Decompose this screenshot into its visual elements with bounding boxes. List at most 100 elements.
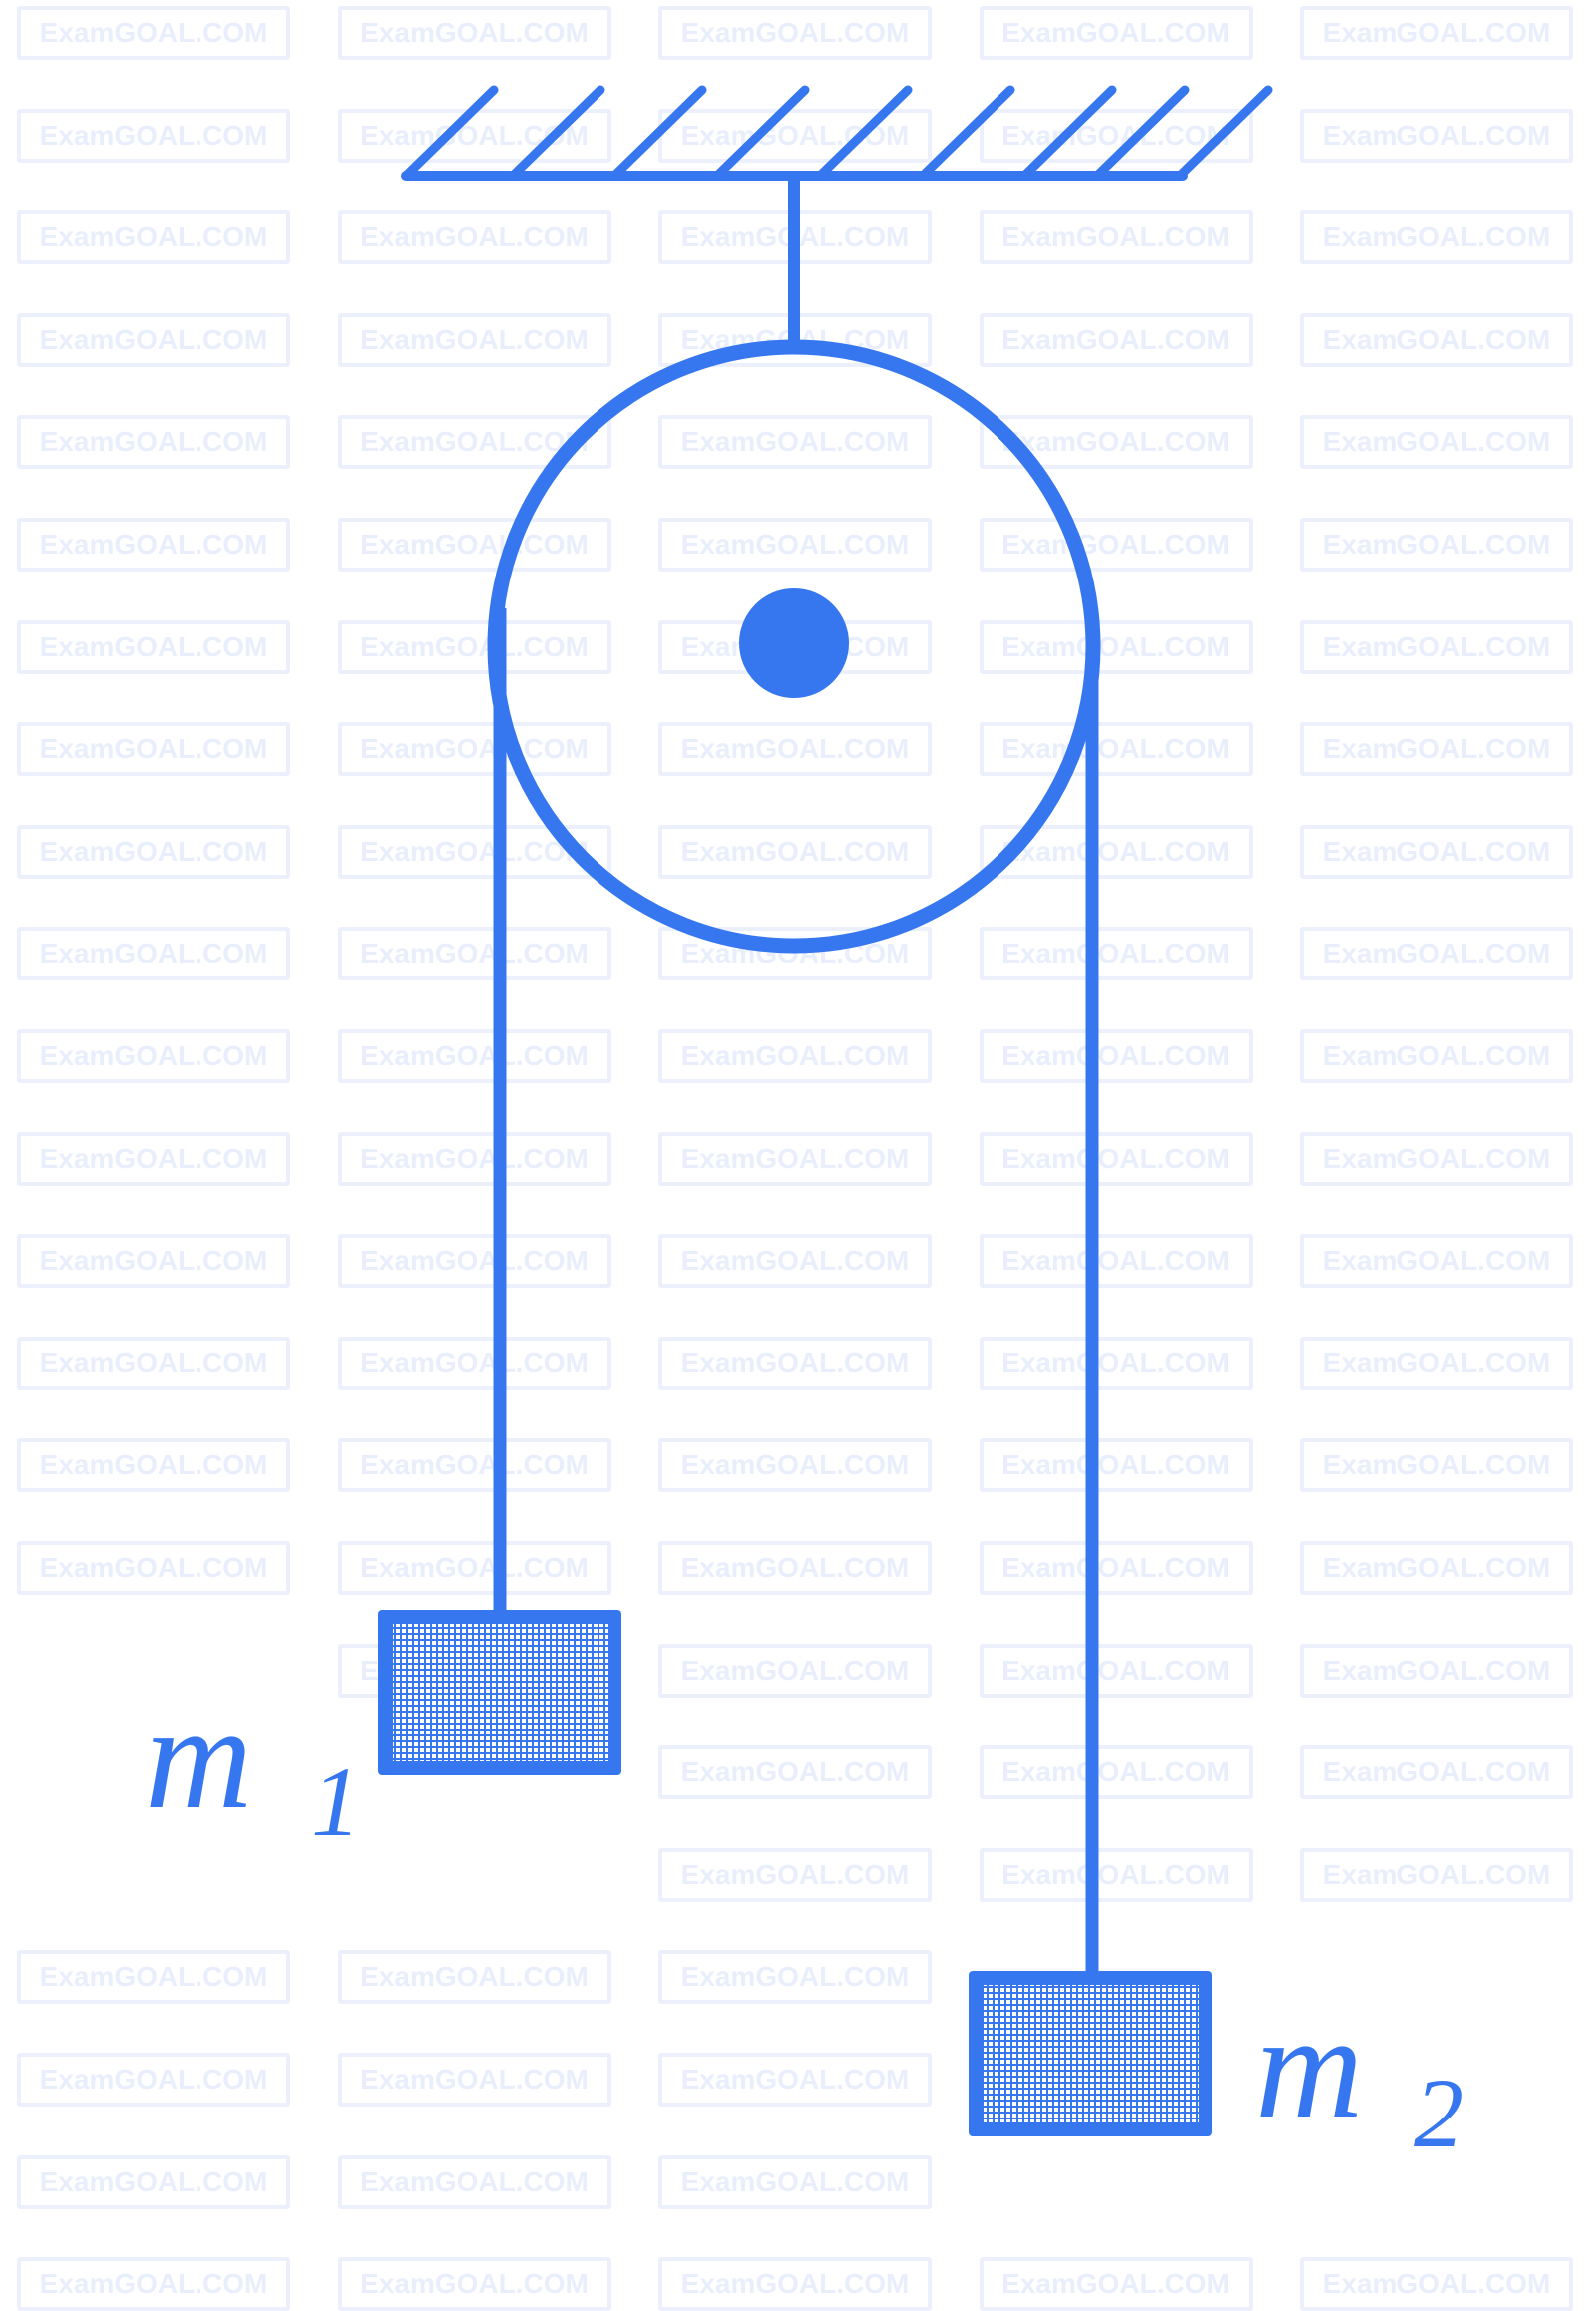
watermark-text: ExamGOAL.COM <box>1300 108 1573 163</box>
watermark-text: ExamGOAL.COM <box>337 6 611 60</box>
watermark-text: ExamGOAL.COM <box>1300 1745 1573 1800</box>
watermark-text: ExamGOAL.COM <box>1300 1847 1573 1902</box>
watermark-text: ExamGOAL.COM <box>337 1234 611 1289</box>
ceiling-support <box>401 85 1273 181</box>
watermark-text: ExamGOAL.COM <box>337 1950 611 2005</box>
watermark-text: ExamGOAL.COM <box>17 2154 290 2209</box>
watermark-text: ExamGOAL.COM <box>979 312 1253 367</box>
watermark-text: ExamGOAL.COM <box>658 1950 932 2005</box>
watermark-text: ExamGOAL.COM <box>658 1541 932 1595</box>
watermark-text: ExamGOAL.COM <box>1300 1029 1573 1083</box>
watermark-text: ExamGOAL.COM <box>1300 1438 1573 1493</box>
hatch-line <box>1175 85 1273 181</box>
watermark-text: ExamGOAL.COM <box>17 2053 290 2107</box>
watermark-text: ExamGOAL.COM <box>1300 210 1573 265</box>
watermark-text: ExamGOAL.COM <box>658 6 932 60</box>
watermark-text: ExamGOAL.COM <box>1300 1541 1573 1595</box>
watermark-text: ExamGOAL.COM <box>17 1029 290 1083</box>
hatch-line <box>712 85 810 181</box>
watermark-text: ExamGOAL.COM <box>1300 312 1573 367</box>
watermark-text: ExamGOAL.COM <box>17 1131 290 1186</box>
watermark-text: ExamGOAL.COM <box>17 619 290 674</box>
watermark-text: ExamGOAL.COM <box>658 722 932 777</box>
watermark-text: ExamGOAL.COM <box>979 1234 1253 1289</box>
watermark-text: ExamGOAL.COM <box>337 1438 611 1493</box>
watermark-text: ExamGOAL.COM <box>337 1029 611 1083</box>
watermark-text: ExamGOAL.COM <box>17 108 290 163</box>
watermark-text: ExamGOAL.COM <box>979 1643 1253 1698</box>
watermark-text: ExamGOAL.COM <box>1300 1131 1573 1186</box>
watermark-text: ExamGOAL.COM <box>337 927 611 981</box>
watermark-text: ExamGOAL.COM <box>658 1131 932 1186</box>
watermark-text: ExamGOAL.COM <box>658 2154 932 2209</box>
watermark-text: ExamGOAL.COM <box>979 927 1253 981</box>
watermark-text: ExamGOAL.COM <box>658 518 932 572</box>
watermark-text: ExamGOAL.COM <box>337 1541 611 1595</box>
watermark-text: ExamGOAL.COM <box>979 619 1253 674</box>
watermark-text: ExamGOAL.COM <box>979 824 1253 879</box>
watermark-text: ExamGOAL.COM <box>337 210 611 265</box>
watermark-text: ExamGOAL.COM <box>979 415 1253 470</box>
watermark-text: ExamGOAL.COM <box>979 1745 1253 1800</box>
watermark-text: ExamGOAL.COM <box>979 1336 1253 1390</box>
watermark-text: ExamGOAL.COM <box>17 518 290 572</box>
watermark-text: ExamGOAL.COM <box>658 1029 932 1083</box>
watermark-text: ExamGOAL.COM <box>979 210 1253 265</box>
watermark-text: ExamGOAL.COM <box>1300 1336 1573 1390</box>
label-m2-subscript: 2 <box>1414 2058 1464 2168</box>
watermark-text: ExamGOAL.COM <box>658 1336 932 1390</box>
block-m1 <box>378 1610 621 1775</box>
watermark-text: ExamGOAL.COM <box>979 1541 1253 1595</box>
watermark-text: ExamGOAL.COM <box>17 1336 290 1390</box>
hatch-line <box>918 85 1015 181</box>
watermark-text: ExamGOAL.COM <box>658 1847 932 1902</box>
watermark-text: ExamGOAL.COM <box>658 2053 932 2107</box>
watermark-text: ExamGOAL.COM <box>658 1438 932 1493</box>
watermark-text: ExamGOAL.COM <box>1300 1643 1573 1698</box>
label-m1-subscript: 1 <box>311 1746 361 1857</box>
watermark-text: ExamGOAL.COM <box>337 1131 611 1186</box>
watermark-text: ExamGOAL.COM <box>658 415 932 470</box>
hatch-line <box>1019 85 1117 181</box>
watermark-text: ExamGOAL.COM <box>979 518 1253 572</box>
watermark-text: ExamGOAL.COM <box>658 1643 932 1698</box>
watermark-text: ExamGOAL.COM <box>17 1950 290 2005</box>
watermark-text: ExamGOAL.COM <box>1300 824 1573 879</box>
block-m2 <box>969 1971 1212 2136</box>
watermark-text: ExamGOAL.COM <box>1300 927 1573 981</box>
watermark-text: ExamGOAL.COM <box>17 415 290 470</box>
hatch-line <box>609 85 707 181</box>
watermark-text: ExamGOAL.COM <box>979 722 1253 777</box>
watermark-text: ExamGOAL.COM <box>1300 415 1573 470</box>
watermark-text: ExamGOAL.COM <box>17 1234 290 1289</box>
watermark-text: ExamGOAL.COM <box>337 1336 611 1390</box>
watermark-text: ExamGOAL.COM <box>1300 1234 1573 1289</box>
watermark-text: ExamGOAL.COM <box>1300 722 1573 777</box>
label-m1: m <box>145 1675 252 1840</box>
watermark-text: ExamGOAL.COM <box>979 1029 1253 1083</box>
watermark-text: ExamGOAL.COM <box>979 6 1253 60</box>
label-m2: m <box>1255 1984 1363 2149</box>
watermark-text: ExamGOAL.COM <box>17 210 290 265</box>
watermark-text: ExamGOAL.COM <box>17 312 290 367</box>
watermark-text: ExamGOAL.COM <box>17 927 290 981</box>
watermark-text: ExamGOAL.COM <box>17 6 290 60</box>
watermark-text: ExamGOAL.COM <box>337 415 611 470</box>
watermark-text: ExamGOAL.COM <box>979 1131 1253 1186</box>
watermark-text: ExamGOAL.COM <box>337 2053 611 2107</box>
watermark-text: ExamGOAL.COM <box>337 824 611 879</box>
watermark-text: ExamGOAL.COM <box>17 1541 290 1595</box>
watermark-text: ExamGOAL.COM <box>1300 6 1573 60</box>
watermark-text: ExamGOAL.COM <box>337 518 611 572</box>
watermark-text: ExamGOAL.COM <box>17 722 290 777</box>
hatch-line <box>401 85 499 181</box>
watermark-text: ExamGOAL.COM <box>979 1438 1253 1493</box>
watermark-text: ExamGOAL.COM <box>17 1438 290 1493</box>
hatch-line <box>1092 85 1190 181</box>
watermark-text: ExamGOAL.COM <box>1300 518 1573 572</box>
watermark-text: ExamGOAL.COM <box>658 1234 932 1289</box>
hatch-line <box>508 85 605 181</box>
pulley-hub <box>739 588 849 698</box>
